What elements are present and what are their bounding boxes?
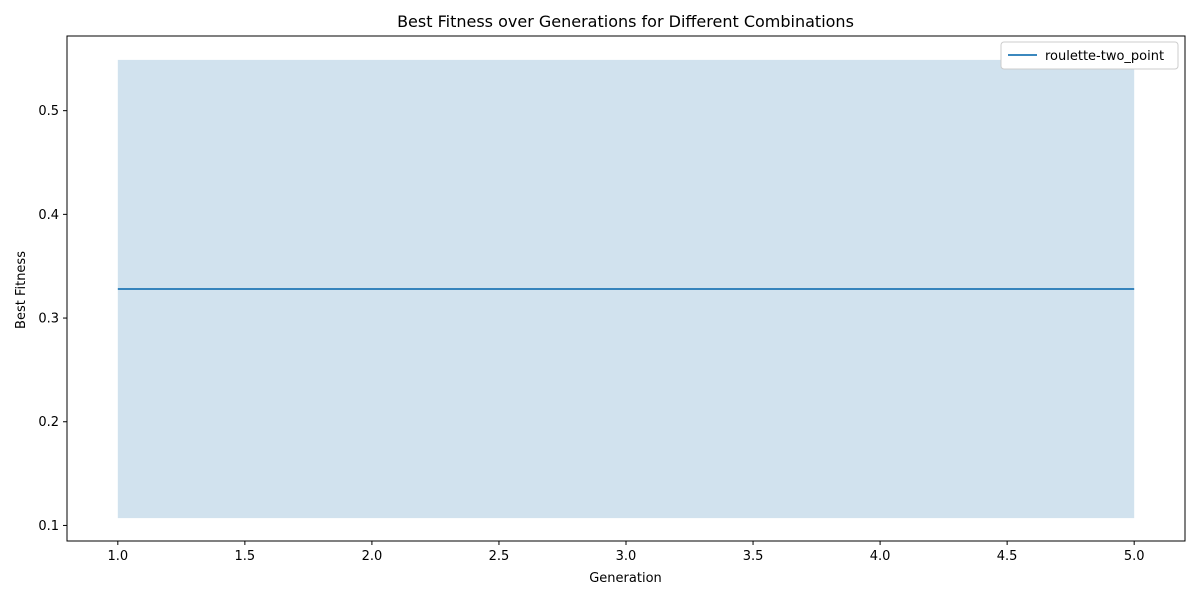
x-tick-label: 2.0 xyxy=(362,549,383,564)
legend-box xyxy=(1000,41,1179,70)
y-axis: 0.1 0.2 0.3 0.4 0.5 xyxy=(38,104,67,534)
x-tick-label: 4.0 xyxy=(870,549,891,564)
y-tick-label: 0.4 xyxy=(38,208,59,223)
y-tick-label: 0.1 xyxy=(38,519,59,534)
y-tick-label: 0.3 xyxy=(38,312,59,327)
x-axis: 1.0 1.5 2.0 2.5 3.0 3.5 4.0 4.5 5.0 xyxy=(107,541,1145,564)
x-tick-label: 5.0 xyxy=(1124,549,1145,564)
x-axis-label: Generation xyxy=(589,571,662,586)
legend: roulette-two_point xyxy=(1000,41,1179,70)
x-tick-label: 1.5 xyxy=(235,549,256,564)
y-axis-label: Best Fitness xyxy=(14,251,29,329)
x-tick-label: 3.0 xyxy=(616,549,637,564)
legend-entry-label: roulette-two_point xyxy=(1045,49,1164,64)
x-tick-label: 3.5 xyxy=(743,549,764,564)
x-tick-label: 2.5 xyxy=(489,549,510,564)
x-tick-label: 4.5 xyxy=(997,549,1018,564)
y-tick-label: 0.5 xyxy=(38,104,59,119)
x-tick-label: 1.0 xyxy=(107,549,128,564)
chart-title: Best Fitness over Generations for Differ… xyxy=(397,12,854,31)
plot-area xyxy=(66,35,1186,542)
y-tick-label: 0.2 xyxy=(38,415,59,430)
